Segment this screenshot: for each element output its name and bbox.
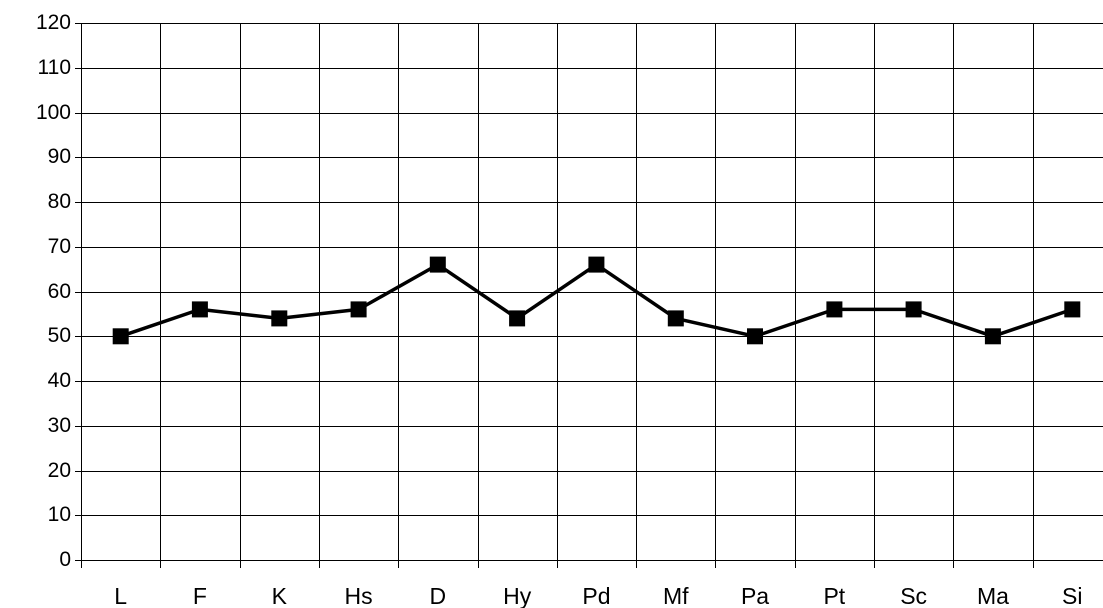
x-tick-label: F bbox=[193, 583, 207, 608]
y-tick-label: 20 bbox=[48, 459, 71, 482]
x-axis-ticks: L F K Hs D Hy Pd Mf Pa Pt Sc Ma Si bbox=[114, 583, 1082, 608]
data-point-pd bbox=[588, 256, 605, 273]
x-tick-label: Mf bbox=[663, 583, 689, 608]
data-point-sc bbox=[905, 301, 922, 318]
series bbox=[112, 256, 1081, 345]
axes bbox=[81, 23, 1103, 568]
x-tick-label: Ma bbox=[977, 583, 1009, 608]
x-tick-label: Sc bbox=[900, 583, 927, 608]
y-tick-label: 110 bbox=[38, 56, 71, 79]
data-point-ma bbox=[984, 328, 1001, 345]
y-tick-label: 90 bbox=[48, 145, 71, 168]
data-point-d bbox=[429, 256, 446, 273]
y-tick-label: 40 bbox=[48, 369, 71, 392]
x-tick-label: Pa bbox=[741, 583, 769, 608]
y-tick-label: 60 bbox=[48, 280, 71, 303]
data-point-k bbox=[271, 310, 288, 327]
y-tick-label: 100 bbox=[36, 101, 71, 124]
x-tick-label: Pd bbox=[582, 583, 610, 608]
y-tick-label: 30 bbox=[48, 414, 71, 437]
data-point-l bbox=[112, 328, 129, 345]
y-tick-label: 0 bbox=[59, 548, 71, 571]
x-tick-label: L bbox=[114, 583, 127, 608]
x-tick-label: K bbox=[272, 583, 288, 608]
x-tick-label: Pt bbox=[823, 583, 845, 608]
y-tick-label: 10 bbox=[48, 503, 71, 526]
data-point-pa bbox=[747, 328, 763, 345]
y-tick-label: 80 bbox=[48, 190, 71, 213]
data-point-si bbox=[1064, 301, 1081, 318]
series-line bbox=[120, 262, 1073, 339]
y-axis-ticks: 0 10 20 30 40 50 60 70 80 90 100 110 120 bbox=[36, 11, 81, 571]
y-tick-label: 50 bbox=[48, 324, 71, 347]
y-tick-label: 70 bbox=[48, 235, 71, 258]
data-point-hs bbox=[350, 301, 367, 318]
data-point-f bbox=[191, 301, 208, 318]
data-point-mf bbox=[667, 310, 684, 327]
x-tick-label: D bbox=[430, 583, 447, 608]
y-tick-label: 120 bbox=[36, 11, 71, 34]
x-tick-label: Hs bbox=[344, 583, 372, 608]
x-tick-label: Si bbox=[1062, 583, 1082, 608]
grid bbox=[81, 23, 1103, 568]
data-point-hy bbox=[509, 310, 526, 327]
data-point-pt bbox=[826, 301, 843, 318]
x-tick-label: Hy bbox=[503, 583, 532, 608]
